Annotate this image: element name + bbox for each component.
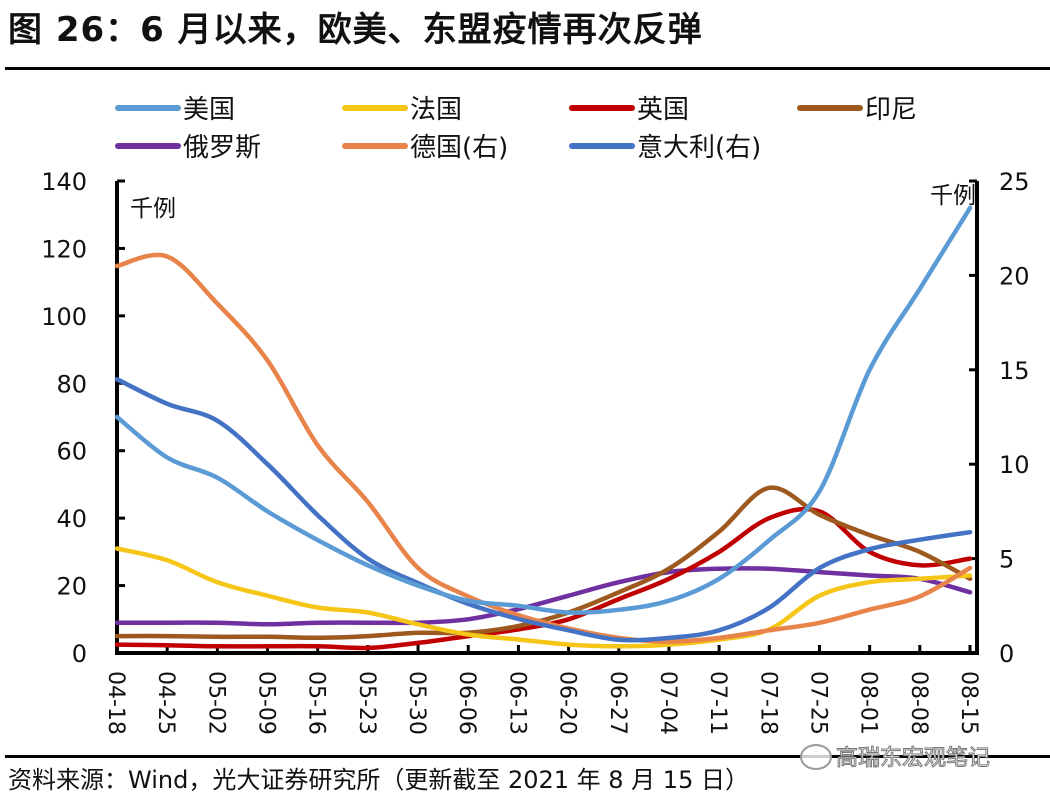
x-tick-label: 08-08 bbox=[906, 671, 931, 735]
y-left-tick-label: 80 bbox=[56, 370, 87, 398]
y-left-tick-label: 100 bbox=[41, 303, 87, 331]
x-tick-label: 06-06 bbox=[454, 671, 479, 735]
y-left-tick-label: 0 bbox=[72, 640, 87, 668]
y-right-tick-label: 15 bbox=[999, 357, 1030, 385]
y-axis-left-unit-label: 千例 bbox=[130, 196, 176, 222]
x-tick-label: 07-04 bbox=[655, 671, 680, 735]
series-line bbox=[114, 546, 973, 649]
legend-item: 俄罗斯 bbox=[115, 133, 261, 163]
legend-item: 法国 bbox=[342, 95, 462, 125]
x-tick-label: 05-16 bbox=[304, 671, 329, 735]
legend-item: 印尼 bbox=[797, 95, 917, 125]
chart-title: 图 26：6 月以来，欧美、东盟疫情再次反弹 bbox=[8, 10, 703, 50]
x-tick-label: 05-02 bbox=[203, 671, 228, 735]
y-right-tick-label: 10 bbox=[999, 451, 1030, 479]
y-right-tick-label: 20 bbox=[999, 262, 1030, 290]
series-line bbox=[114, 485, 973, 641]
x-tick-label: 07-25 bbox=[805, 671, 830, 735]
bottom-rule bbox=[5, 755, 1050, 758]
y-right-tick-label: 25 bbox=[999, 168, 1030, 196]
watermark: 高瑞东宏观笔记 bbox=[835, 746, 991, 772]
series-0 bbox=[114, 205, 973, 615]
y-right-tick-label: 5 bbox=[999, 546, 1014, 574]
x-tick-label: 08-01 bbox=[856, 671, 881, 735]
legend-label: 意大利(右) bbox=[637, 133, 761, 163]
legend-item: 美国 bbox=[115, 95, 235, 125]
series-line bbox=[114, 205, 973, 615]
x-tick-label: 06-20 bbox=[555, 671, 580, 735]
y-left-tick-label: 60 bbox=[56, 438, 87, 466]
legend-item: 德国(右) bbox=[342, 133, 508, 163]
x-tick-label: 07-11 bbox=[705, 671, 730, 735]
legend-label: 美国 bbox=[183, 95, 235, 125]
legend-label: 俄罗斯 bbox=[183, 133, 261, 163]
x-tick-label: 06-13 bbox=[504, 671, 529, 735]
series-1 bbox=[114, 546, 973, 649]
x-tick-label: 05-23 bbox=[354, 671, 379, 735]
series-line bbox=[114, 252, 973, 644]
series-4 bbox=[114, 566, 973, 627]
y-left-tick-label: 120 bbox=[41, 235, 87, 263]
series-3 bbox=[114, 485, 973, 641]
series-line bbox=[114, 376, 973, 643]
y-right-tick-label: 0 bbox=[999, 640, 1014, 668]
axes: 0 20 40 60 80 100 120 140 0 5 10 15 20 25 04-18 04-25 05… bbox=[41, 168, 1029, 735]
series-line bbox=[114, 566, 973, 627]
series-6 bbox=[114, 376, 973, 643]
source-note: 资料来源：Wind，光大证券研究所（更新截至 2021 年 8 月 15 日） bbox=[8, 766, 749, 794]
x-tick-label: 07-18 bbox=[755, 671, 780, 735]
y-left-tick-label: 20 bbox=[56, 573, 87, 601]
legend-label: 法国 bbox=[410, 95, 462, 125]
x-tick-label: 04-25 bbox=[153, 671, 178, 735]
series-lines bbox=[114, 205, 973, 651]
y-axis-right-unit-label: 千例 bbox=[930, 183, 976, 209]
legend-label: 英国 bbox=[637, 95, 689, 125]
x-tick-label: 04-18 bbox=[103, 671, 128, 735]
x-tick-label: 05-30 bbox=[404, 671, 429, 735]
x-tick-label: 08-15 bbox=[956, 671, 981, 735]
y-left-tick-label: 140 bbox=[41, 168, 87, 196]
series-5 bbox=[114, 252, 973, 644]
y-left-tick-label: 40 bbox=[56, 505, 87, 533]
legend-item: 英国 bbox=[569, 95, 689, 125]
x-tick-label: 05-09 bbox=[254, 671, 279, 735]
top-rule bbox=[5, 67, 1050, 70]
legend-item: 意大利(右) bbox=[569, 133, 761, 163]
legend-label: 印尼 bbox=[865, 95, 917, 125]
legend-label: 德国(右) bbox=[410, 133, 508, 163]
x-tick-label: 06-27 bbox=[605, 671, 630, 735]
wechat-icon bbox=[800, 744, 832, 770]
